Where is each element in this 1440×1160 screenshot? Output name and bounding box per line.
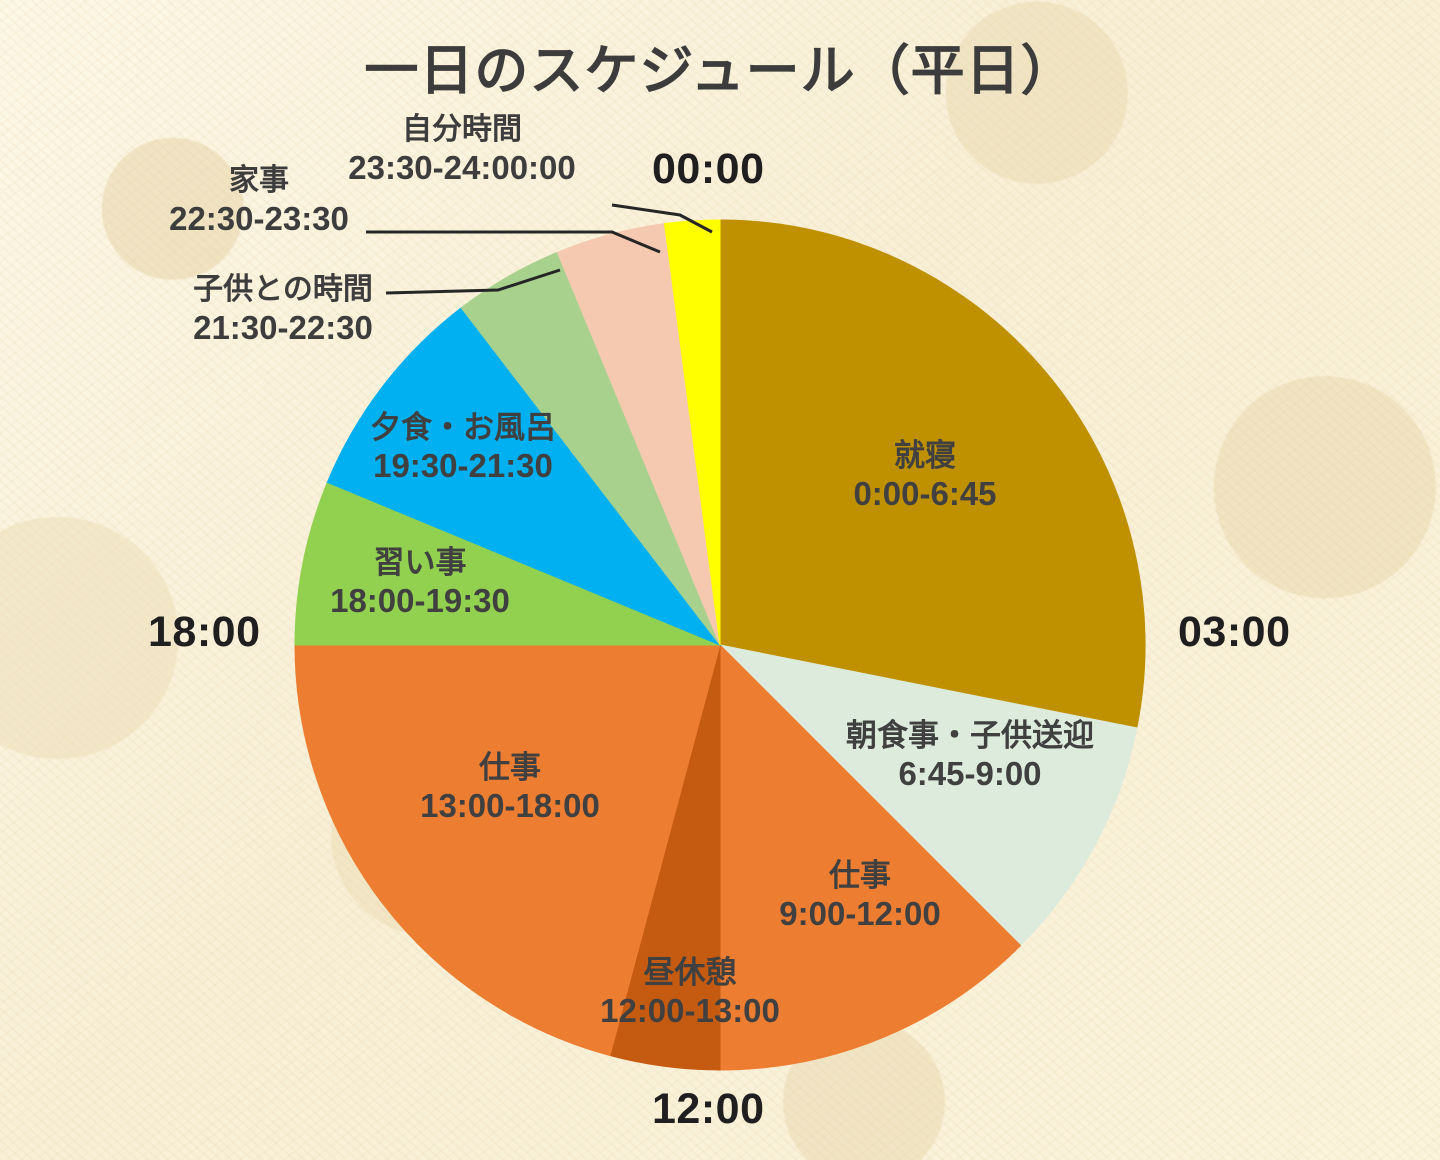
pie-slice-5[interactable] [294, 481, 721, 646]
tick-0300: 03:00 [1178, 608, 1291, 656]
page-title: 一日のスケジュール（平日） [364, 41, 1076, 101]
leader-line-kaji [366, 230, 661, 254]
pie-slice-group [294, 219, 1146, 1071]
tick-0000: 00:00 [652, 145, 765, 193]
tick-1800: 18:00 [148, 608, 261, 656]
pie-slice-4[interactable] [294, 644, 721, 1057]
pie-slice-1[interactable] [718, 644, 1138, 947]
tick-1200: 12:00 [652, 1085, 765, 1133]
leader-line-group [366, 203, 713, 295]
pie-slice-0[interactable] [719, 219, 1146, 729]
leader-line-kodomo [385, 268, 561, 295]
pie-slice-6[interactable] [326, 307, 722, 647]
pie-slice-2[interactable] [719, 643, 1022, 1071]
leader-line-jibun-jikan [611, 203, 713, 234]
